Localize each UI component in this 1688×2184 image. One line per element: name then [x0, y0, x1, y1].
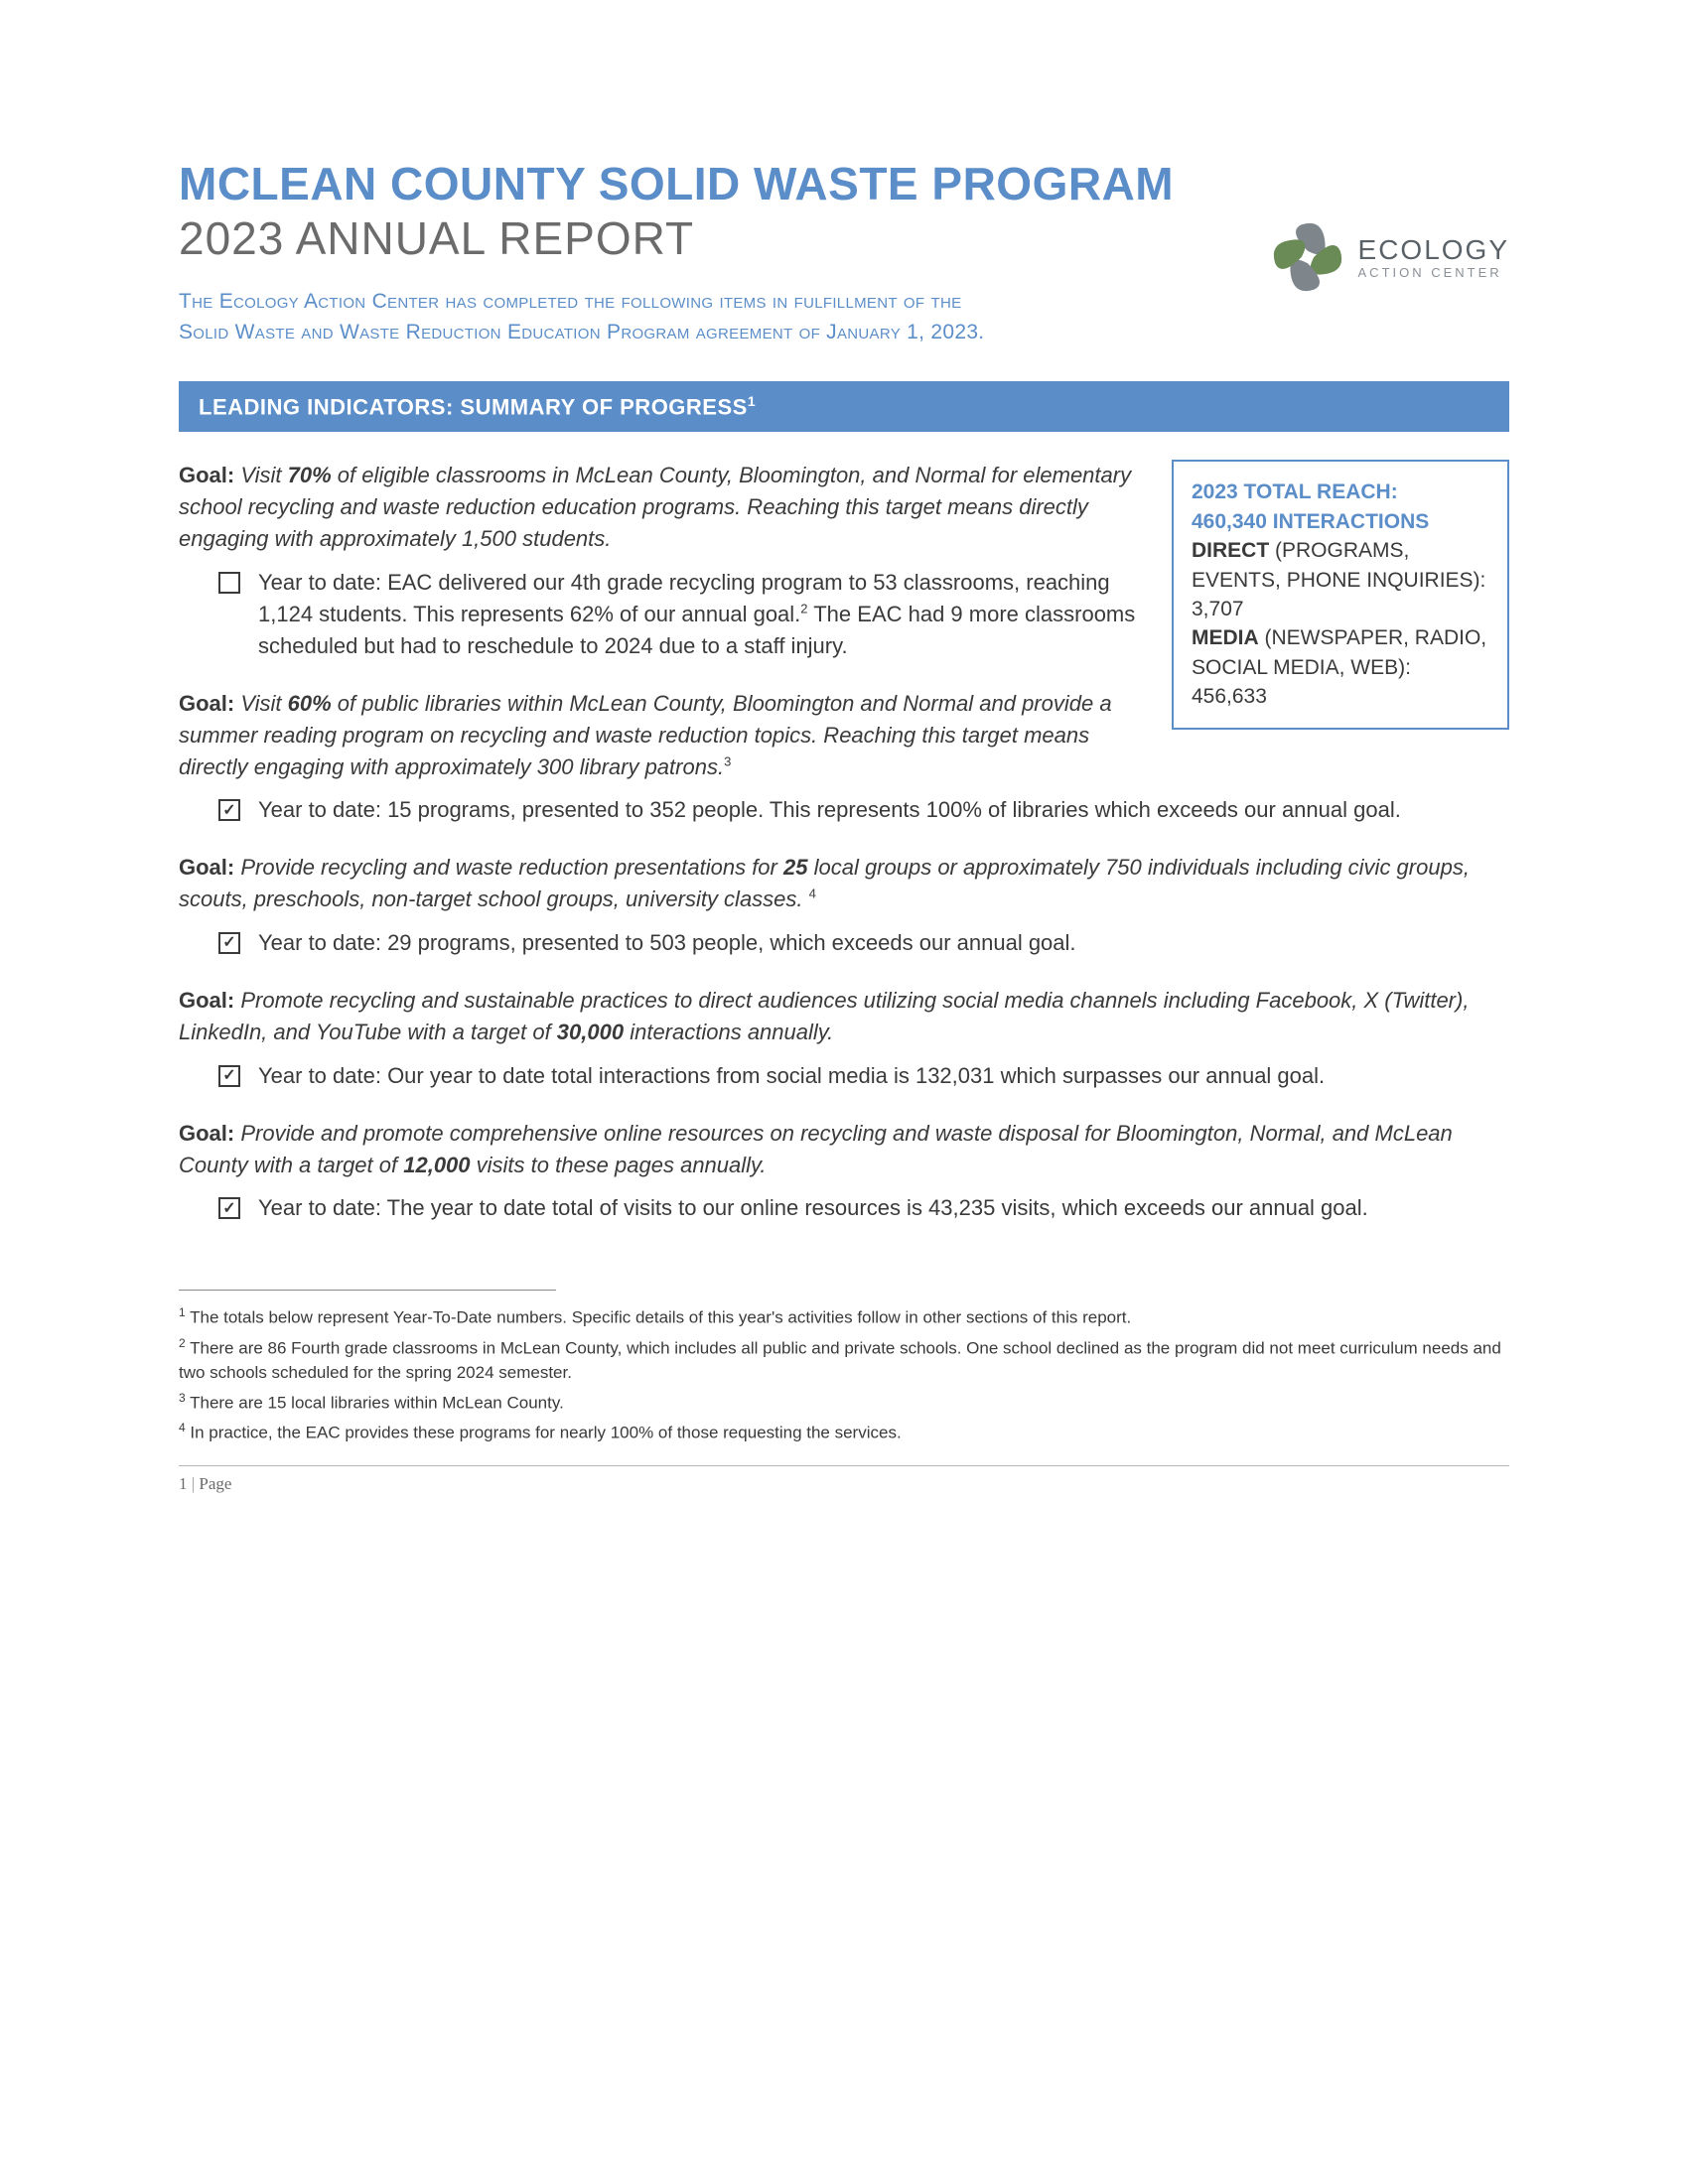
bullet-text: Year to date: 15 programs, presented to …	[258, 794, 1401, 826]
checkbox-checked-icon: ✓	[218, 1197, 240, 1219]
section-heading-label: LEADING INDICATORS: SUMMARY OF PROGRESS	[199, 394, 748, 419]
bullet-text: Year to date: EAC delivered our 4th grad…	[258, 567, 1152, 662]
goal-label: Goal:	[179, 855, 234, 880]
goal-ref: 4	[809, 887, 816, 901]
footnote-separator	[179, 1290, 556, 1291]
page-separator	[179, 1465, 1509, 1466]
footnote-ref: 3	[179, 1391, 186, 1405]
goal-label: Goal:	[179, 691, 234, 716]
bullet-text: Year to date: Our year to date total int…	[258, 1060, 1325, 1092]
goal-progress-bullet: ✓ Year to date: 29 programs, presented to…	[218, 927, 1509, 959]
footnote-line: 1 The totals below represent Year-To-Dat…	[179, 1304, 1509, 1330]
logo-text-block: ECOLOGY ACTION CENTER	[1358, 236, 1509, 279]
section-heading-bar: LEADING INDICATORS: SUMMARY OF PROGRESS1	[179, 381, 1509, 432]
footnotes-block: 1 The totals below represent Year-To-Dat…	[179, 1304, 1509, 1445]
goal-label: Goal:	[179, 1121, 234, 1146]
goal-label: Goal:	[179, 988, 234, 1013]
checkbox-empty-icon	[218, 572, 240, 594]
logo-flower-icon	[1269, 218, 1346, 296]
section-heading-ref: 1	[748, 393, 756, 409]
goal-progress-bullet: ✓ Year to date: 15 programs, presented to…	[218, 794, 1509, 826]
goal-text-pre: Visit	[234, 691, 287, 716]
footnote-line: 2 There are 86 Fourth grade classrooms i…	[179, 1335, 1509, 1386]
footnote-text: There are 15 local libraries within McLe…	[186, 1393, 564, 1412]
checkbox-checked-icon: ✓	[218, 799, 240, 821]
logo-tagline: ACTION CENTER	[1358, 266, 1509, 279]
goal-text-pre: Provide recycling and waste reduction pr…	[234, 855, 783, 880]
page-number: 1 | Page	[179, 1474, 1509, 1494]
goal-emphasis: 60%	[288, 691, 332, 716]
page-num-digit: 1	[179, 1474, 188, 1493]
callout-media-label: MEDIA	[1192, 626, 1259, 649]
page-num-label: Page	[199, 1474, 231, 1493]
footnote-line: 3 There are 15 local libraries within Mc…	[179, 1390, 1509, 1416]
intro-paragraph: The Ecology Action Center has completed …	[179, 287, 1013, 347]
callout-title-2: 460,340 INTERACTIONS	[1192, 507, 1489, 536]
logo-brand: ECOLOGY	[1358, 236, 1509, 264]
doc-title-main: MCLEAN COUNTY SOLID WASTE PROGRAM	[179, 159, 1509, 209]
goal-progress-bullet: Year to date: EAC delivered our 4th grad…	[218, 567, 1152, 662]
goal-emphasis: 25	[783, 855, 807, 880]
footnote-ref: 1	[179, 1305, 186, 1319]
goal-text-pre: Provide and promote comprehensive online…	[179, 1121, 1453, 1177]
goal-text-post: visits to these pages annually.	[471, 1153, 767, 1177]
footnote-text: In practice, the EAC provides these prog…	[186, 1424, 902, 1442]
content-body: 2023 TOTAL REACH: 460,340 INTERACTIONS D…	[179, 460, 1509, 1494]
footnote-ref: 2	[179, 1336, 186, 1350]
goal-emphasis: 30,000	[557, 1020, 624, 1044]
footnote-ref: 4	[179, 1421, 186, 1434]
goal-text-pre: Visit	[234, 463, 287, 487]
callout-direct-label: DIRECT	[1192, 539, 1269, 562]
goal-paragraph: Goal: Promote recycling and sustainable …	[179, 985, 1509, 1048]
goal-progress-bullet: ✓ Year to date: The year to date total of…	[218, 1192, 1509, 1224]
goal-text-post: interactions annually.	[624, 1020, 833, 1044]
checkbox-checked-icon: ✓	[218, 932, 240, 954]
footnote-text: There are 86 Fourth grade classrooms in …	[179, 1338, 1501, 1382]
bullet-ref: 2	[800, 602, 807, 616]
callout-title-1: 2023 TOTAL REACH:	[1192, 478, 1489, 506]
bullet-text: Year to date: 29 programs, presented to …	[258, 927, 1076, 959]
goal-progress-bullet: ✓ Year to date: Our year to date total in…	[218, 1060, 1509, 1092]
org-logo: ECOLOGY ACTION CENTER	[1269, 218, 1509, 296]
bullet-text: Year to date: The year to date total of …	[258, 1192, 1368, 1224]
goal-emphasis: 70%	[288, 463, 332, 487]
document-header: MCLEAN COUNTY SOLID WASTE PROGRAM 2023 A…	[179, 159, 1509, 347]
goal-label: Goal:	[179, 463, 234, 487]
callout-media-line: MEDIA (NEWSPAPER, RADIO, SOCIAL MEDIA, W…	[1192, 623, 1489, 711]
checkbox-checked-icon: ✓	[218, 1065, 240, 1087]
reach-callout-box: 2023 TOTAL REACH: 460,340 INTERACTIONS D…	[1172, 460, 1509, 729]
footnote-line: 4 In practice, the EAC provides these pr…	[179, 1420, 1509, 1445]
footnote-text: The totals below represent Year-To-Date …	[186, 1308, 1132, 1327]
goal-emphasis: 12,000	[403, 1153, 470, 1177]
goal-paragraph: Goal: Provide and promote comprehensive …	[179, 1118, 1509, 1181]
goal-paragraph: Goal: Provide recycling and waste reduct…	[179, 852, 1509, 915]
goal-ref: 3	[724, 753, 731, 768]
callout-direct-line: DIRECT (PROGRAMS, EVENTS, PHONE INQUIRIE…	[1192, 536, 1489, 623]
